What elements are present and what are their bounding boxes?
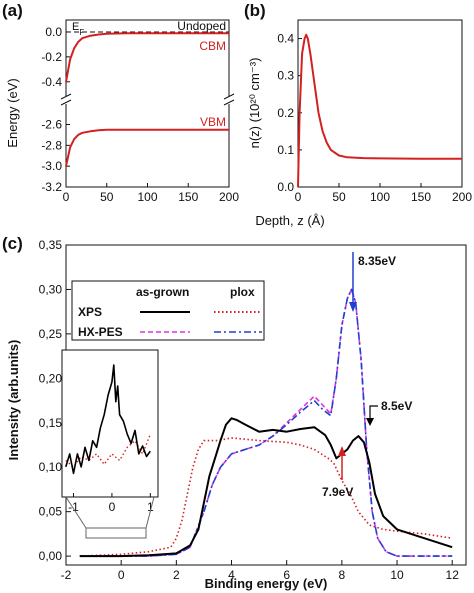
panel-a-xtick-label: 0 — [63, 190, 70, 204]
panel-c-xtick-label: 12 — [446, 568, 460, 582]
panel-a-ytick-label: -3.0 — [41, 159, 62, 173]
panel-c-ytick-label: 0,15 — [39, 416, 63, 430]
panel-c-xtick-label: 2 — [173, 568, 180, 582]
axis-break-mark — [60, 99, 72, 106]
inset-plot: -1 0 1 — [65, 364, 154, 514]
inset-xtick-label: 1 — [147, 500, 154, 514]
inset-connector-right — [145, 496, 155, 529]
panel-c: (c) -2 0 2 4 6 8 10 120,000,050,100,150,200,250… — [2, 234, 467, 591]
legend-col-as-grown: as-grown — [136, 285, 189, 299]
panel-a-ytick-label: -0.2 — [41, 50, 62, 64]
peak-835-arrowhead — [349, 302, 357, 312]
peak-835-label: 8.35eV — [358, 254, 396, 268]
axis-break-mark — [223, 99, 235, 106]
inset-connector-left — [65, 496, 87, 529]
panel-b: (b) 0 50 100 150 200 0.0 0.1 0.2 0.3 0.4 n(z) (10… — [244, 1, 472, 204]
inset-series-xps-as-grown-line — [65, 364, 151, 475]
panel-c-ytick-label: 0,30 — [39, 282, 63, 296]
inset: -1 0 1 — [61, 349, 159, 539]
panel-c-ytick-label: 0,05 — [39, 505, 63, 519]
panel-c-xtick-label: 4 — [228, 568, 235, 582]
panel-c-letter: (c) — [2, 234, 23, 253]
inset-xtick-label: -1 — [68, 500, 79, 514]
legend-col-plox: plox — [230, 285, 255, 299]
panel-b-frame — [297, 19, 463, 188]
peak-85-label: 8.5eV — [381, 399, 412, 413]
panel-b-ylabel: n(z) (10²⁰ cm⁻³) — [247, 58, 262, 149]
panel-b-ytick-label: 0.3 — [277, 69, 294, 83]
undoped-label: Undoped — [177, 19, 226, 33]
panel-a: (a) 0 50 100 150 200 0.0 -0.2 -0.4 -2.6 -2.8 -3.0 -… — [2, 1, 239, 204]
panel-c-ytick-label: 0,35 — [39, 238, 63, 252]
series-nz-line — [297, 33, 462, 188]
panel-a-letter: (a) — [2, 1, 23, 20]
ef-label: EF — [72, 21, 84, 37]
panel-b-xtick-label: 100 — [370, 190, 390, 204]
panel-a-xtick-label: 150 — [178, 190, 198, 204]
panel-c-xtick-label: 0 — [118, 568, 125, 582]
panel-a-ytick-label: -3.2 — [41, 180, 62, 194]
inset-region-box — [85, 527, 147, 539]
panel-c-xtick-label: -2 — [61, 568, 72, 582]
panel-c-ytick-label: 0,10 — [39, 460, 63, 474]
axis-break-mark — [60, 93, 72, 100]
panel-b-ytick-label: 0.2 — [277, 106, 294, 120]
panel-c-ytick-label: 0,20 — [39, 371, 63, 385]
panel-b-xtick-label: 50 — [332, 190, 346, 204]
series-xps-as-grown-line — [79, 417, 453, 558]
panel-a-ytick-label: -2.8 — [41, 138, 62, 152]
panel-c-xtick-label: 6 — [283, 568, 290, 582]
panel-c-xtick-label: 10 — [390, 568, 404, 582]
legend-row-hxpes: HX-PES — [78, 325, 123, 339]
cbm-label: CBM — [199, 39, 226, 53]
panel-c-plot: -2 0 2 4 6 8 10 120,000,050,100,150,200,250,300… — [39, 238, 460, 582]
peak-79-label: 7.9eV — [322, 485, 353, 499]
vbm-label: VBM — [200, 115, 226, 129]
series-vbm-line — [65, 128, 229, 167]
legend-row-xps: XPS — [78, 305, 102, 319]
legend: as-grown plox XPS HX-PES — [71, 280, 265, 341]
inset-xtick-label: 0 — [109, 500, 116, 514]
peak-85-arrowhead — [366, 418, 374, 426]
panel-b-ytick-label: 0.1 — [277, 143, 294, 157]
panel-c-ytick-label: 0,25 — [39, 327, 63, 341]
panel-a-ylabel: Energy (eV) — [5, 78, 20, 147]
panel-c-ylabel: Intensity (arb.units) — [6, 340, 21, 461]
panel-a-ytick-label: 0.0 — [45, 25, 62, 39]
panel-a-ytick-label: -2.6 — [41, 118, 62, 132]
series-xps-plox-line — [79, 437, 453, 557]
panel-b-ytick-label: 0.4 — [277, 32, 294, 46]
panel-a-xtick-label: 100 — [137, 190, 157, 204]
panel-b-xtick-label: 200 — [452, 190, 472, 204]
inset-frame — [61, 349, 159, 498]
peak-85-bracket — [369, 405, 378, 420]
panel-b-letter: (b) — [244, 1, 266, 20]
panel-b-ytick-label: 0.0 — [277, 180, 294, 194]
axis-break-gap-right — [226, 96, 232, 104]
panel-a-xtick-label: 50 — [100, 190, 114, 204]
panel-b-xtick-label: 0 — [295, 190, 302, 204]
series-hxpes-plox-line — [79, 288, 453, 557]
panel-b-xtick-label: 150 — [411, 190, 431, 204]
depth-xlabel: Depth, z (Å) — [255, 213, 324, 228]
panel-c-xlabel: Binding energy (eV) — [205, 576, 328, 591]
panel-c-ytick-label: 0,00 — [39, 549, 63, 563]
panel-a-xtick-label: 200 — [219, 190, 239, 204]
peak-79-arrowhead — [338, 446, 346, 456]
axis-break-mark — [223, 93, 235, 100]
panel-a-ytick-label: -0.4 — [41, 75, 62, 89]
legend-box — [71, 280, 265, 341]
series-cbm-line — [65, 32, 229, 82]
panel-b-plot: 0 50 100 150 200 0.0 0.1 0.2 0.3 0.4 — [277, 32, 472, 204]
panel-c-xtick-label: 8 — [339, 568, 346, 582]
panel-a-plot: 0 50 100 150 200 0.0 -0.2 -0.4 -2.6 -2.8 -3.0 -3.2 — [41, 25, 239, 204]
axis-break-gap-left — [63, 96, 69, 104]
